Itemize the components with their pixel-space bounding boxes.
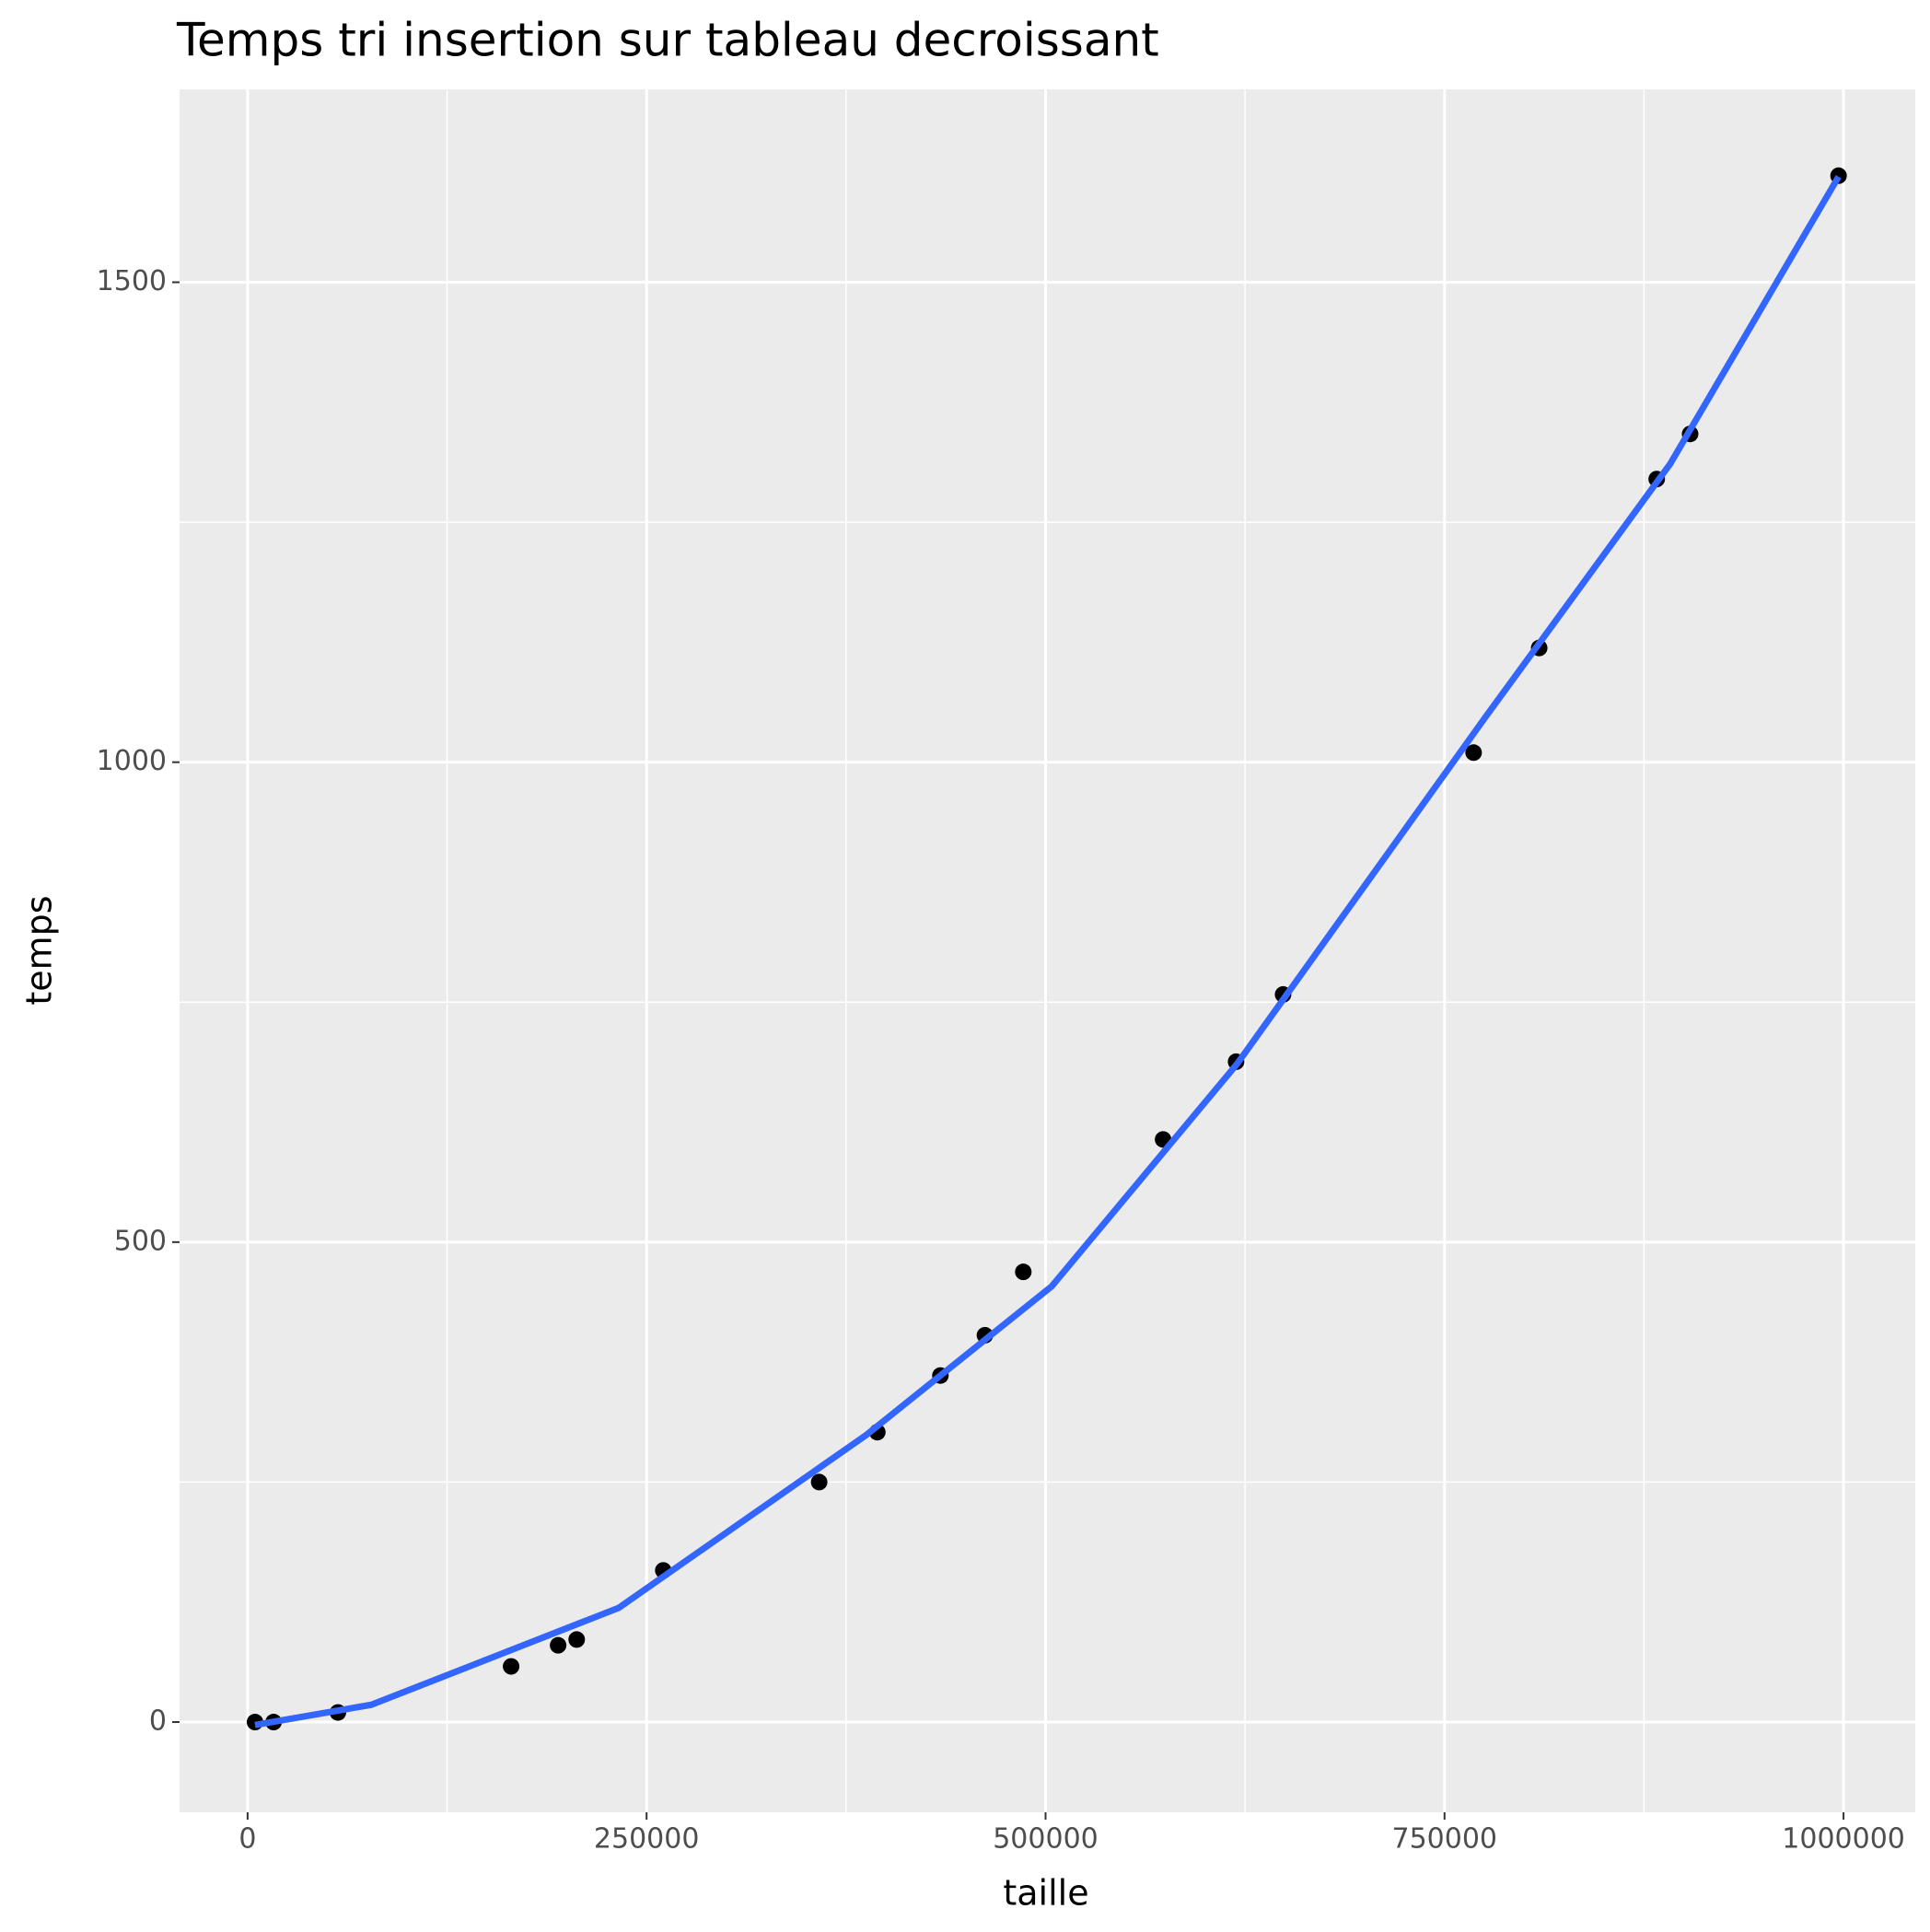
x-tick-label: 250000: [594, 1823, 700, 1856]
x-tick-label: 500000: [993, 1823, 1099, 1856]
point: [1015, 1263, 1032, 1281]
fit-line: [254, 175, 1842, 1728]
chart-title: Temps tri insertion sur tableau decroiss…: [176, 14, 1159, 67]
y-axis-title: temps: [19, 895, 60, 1005]
point: [550, 1636, 567, 1654]
panel: [180, 89, 1915, 1812]
point: [568, 1631, 586, 1648]
y-tick-label: 500: [114, 1225, 167, 1257]
point: [810, 1473, 828, 1491]
x-tick-label: 0: [238, 1823, 256, 1856]
y-tick-label: 1000: [97, 745, 167, 777]
point: [1465, 744, 1482, 762]
x-axis-title: taille: [1003, 1873, 1088, 1914]
y-tick-label: 0: [149, 1705, 167, 1738]
y-tick-label: 1500: [97, 265, 167, 297]
x-tick-label: 1000000: [1782, 1823, 1905, 1856]
point: [503, 1658, 520, 1675]
x-tick-label: 750000: [1392, 1823, 1498, 1856]
